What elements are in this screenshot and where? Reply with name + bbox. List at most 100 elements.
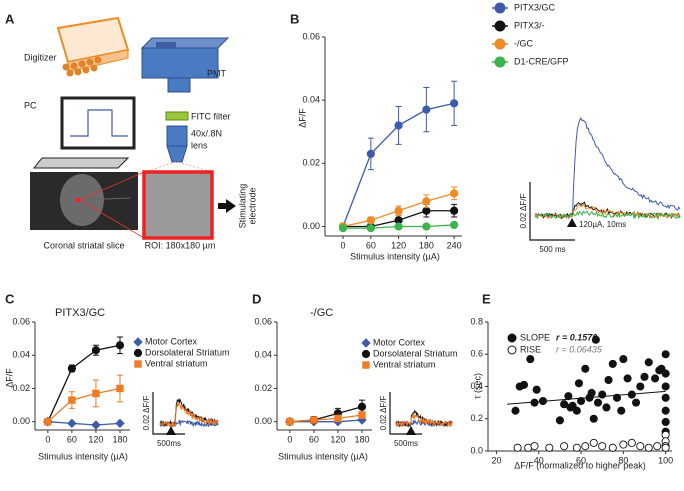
x-axis-label: Stimulus intensity (µA) [350, 251, 440, 261]
x-tick-label: 120 [88, 434, 103, 444]
roi-image [142, 170, 214, 240]
legend-label: D1-CRE/GFP [514, 56, 569, 66]
scatter-point [532, 385, 541, 394]
scale-label: 0.02 ΔF/F [519, 194, 528, 229]
x-axis-label: Stimulus intensity (µA) [38, 451, 128, 461]
marker [450, 99, 459, 108]
marker [310, 416, 318, 424]
x-tick-label: 180 [112, 434, 127, 444]
scatter-point [661, 369, 670, 378]
pmt-neck [167, 77, 191, 93]
legend-marker [362, 361, 370, 369]
scatter-point [598, 390, 607, 399]
series-line [47, 387, 121, 423]
marker [394, 206, 403, 215]
scatter-point [581, 364, 590, 373]
marker [450, 220, 459, 230]
diagram-label: PMT [207, 68, 227, 78]
scale-label: 0.02 ΔF/F [142, 396, 151, 431]
marker [116, 384, 124, 393]
scatter-point [619, 355, 628, 364]
legend-marker [133, 337, 143, 347]
stimulus-marker [406, 426, 416, 435]
marker [358, 411, 366, 419]
digitizer-knobs [62, 56, 102, 77]
y-tick-label: 0.00 [254, 416, 272, 426]
marker [450, 206, 459, 215]
scatter-point [661, 443, 670, 452]
x-tick-label: 180 [419, 240, 434, 250]
y-tick-label: 0.02 [254, 383, 272, 393]
x-axis-label: Stimulus intensity (µA) [278, 451, 368, 461]
monitor-trace [70, 109, 128, 137]
scatter-point [593, 398, 603, 407]
panel-label: D [252, 291, 261, 306]
scatter-point [661, 393, 670, 402]
scatter-point [623, 374, 632, 383]
legend-label: Motor Cortex [145, 336, 198, 346]
legend-marker [507, 333, 517, 343]
scatter-point [651, 374, 660, 383]
marker [92, 389, 100, 398]
legend-marker [361, 349, 371, 359]
x-tick-label: 60 [309, 434, 319, 444]
marker [68, 396, 76, 404]
legend-marker [134, 360, 142, 368]
scatter-point [619, 440, 628, 449]
marker [334, 414, 342, 423]
scale-label: 500 ms [539, 245, 565, 254]
y-tick-label: 0.04 [302, 95, 320, 105]
y-tick-label: 0.02 [12, 383, 30, 393]
pmt-box [141, 47, 219, 79]
scatter-point [581, 442, 590, 451]
y-tick-label: 0.6 [470, 349, 483, 359]
chart-title: -/GC [310, 307, 333, 319]
legend-marker [494, 20, 506, 32]
monitor [60, 96, 136, 150]
scatter-point [617, 406, 626, 415]
stimulus-marker [567, 218, 577, 227]
diagram-label: Digitizer [24, 52, 57, 62]
diagram-label: Stimulating [237, 184, 247, 229]
marker [422, 105, 431, 114]
x-tick-label: 0 [45, 434, 50, 444]
objective [166, 125, 188, 147]
x-tick-label: 80 [618, 455, 628, 465]
scatter-point [572, 406, 581, 415]
scatter-point [636, 382, 645, 391]
legend-label: Motor Cortex [373, 337, 426, 347]
scale-bar [529, 182, 575, 241]
legend-label: Ventral striatum [145, 358, 208, 368]
legend-label: PITX3/- [514, 20, 545, 30]
legend-label: -/GC [514, 38, 533, 48]
diagram-label: electrode [247, 187, 257, 224]
legend-label: Dorsolateral Striatum [373, 348, 458, 358]
scatter-point [564, 392, 573, 401]
marker [286, 417, 294, 426]
series-line [289, 419, 363, 423]
legend-annotation: r = 0.06435 [556, 344, 603, 354]
zoom-line [79, 171, 145, 201]
panel-label: C [5, 291, 15, 306]
scatter-point [598, 442, 607, 451]
electrode [79, 197, 131, 201]
scatter-point [627, 438, 636, 447]
y-axis-label: ΔF/F [297, 108, 307, 128]
legend-marker [494, 38, 506, 50]
y-tick-label: 0.04 [12, 350, 30, 360]
scatter-point [572, 443, 581, 452]
scatter-point [526, 355, 535, 364]
scatter-point [511, 406, 520, 415]
marker [91, 346, 101, 355]
scatter-point [661, 350, 670, 359]
response-trace [395, 413, 453, 428]
x-tick-label: 120 [391, 240, 406, 250]
marker [394, 121, 403, 130]
scatter-point [608, 359, 617, 368]
legend-label: SLOPE [520, 332, 550, 342]
y-tick-label: 0.4 [470, 381, 483, 391]
diagram-label: 40x/.8N [191, 128, 222, 138]
scatter-point [602, 403, 611, 412]
scatter-point [589, 438, 598, 447]
